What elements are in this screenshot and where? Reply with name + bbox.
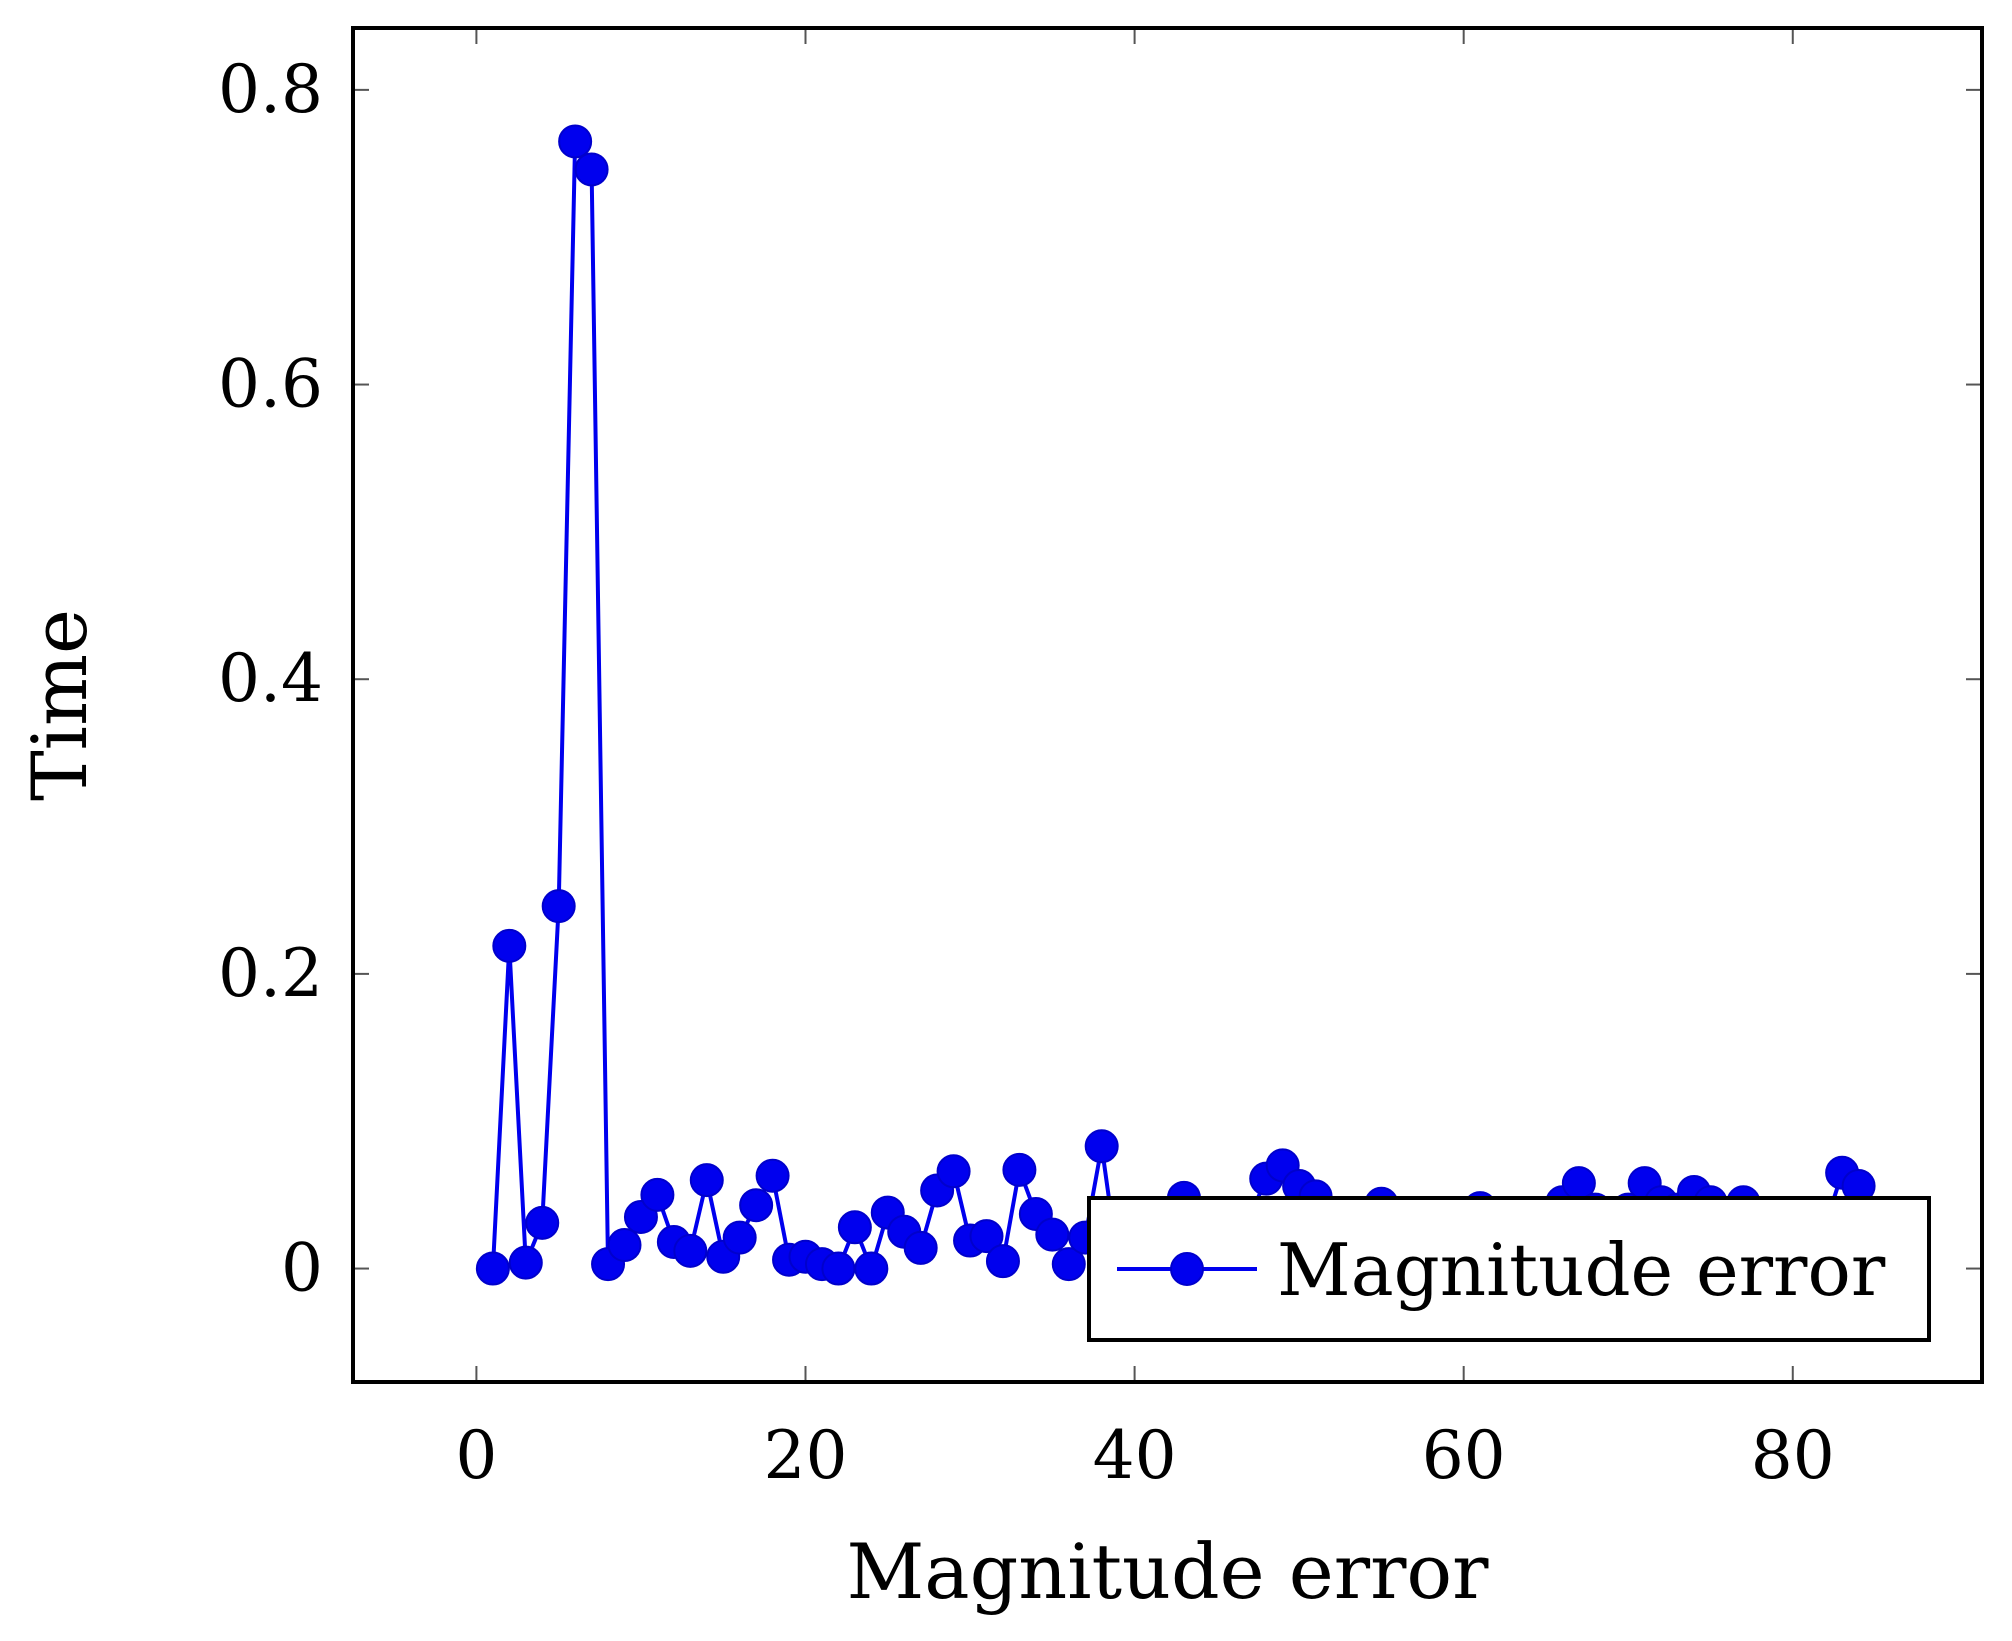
data-point (1084, 1129, 1119, 1164)
data-point (821, 1251, 856, 1286)
legend-marker-sample (1170, 1252, 1204, 1286)
data-point (837, 1210, 872, 1245)
data-point (475, 1251, 510, 1286)
data-point (525, 1205, 560, 1240)
data-point (492, 928, 527, 963)
data-point (722, 1220, 757, 1255)
data-point (854, 1251, 889, 1286)
data-point (1051, 1247, 1086, 1282)
x-tick-label: 80 (1751, 1417, 1835, 1494)
data-point (936, 1154, 971, 1189)
y-tick-label: 0 (281, 1230, 323, 1307)
x-tick-label: 20 (764, 1417, 848, 1494)
x-axis-title: Magnitude error (846, 1527, 1489, 1616)
y-axis-title: Time (15, 609, 104, 801)
data-point (1035, 1217, 1070, 1252)
data-point (558, 124, 593, 159)
data-point (903, 1230, 938, 1265)
data-point (969, 1219, 1004, 1254)
data-point (574, 152, 609, 187)
data-point (739, 1188, 774, 1223)
y-tick-label: 0.2 (218, 935, 323, 1012)
legend: Magnitude error (1087, 1196, 1931, 1342)
data-point (673, 1233, 708, 1268)
data-point (508, 1245, 543, 1280)
y-tick-label: 0.6 (218, 346, 323, 423)
x-tick-label: 40 (1093, 1417, 1177, 1494)
plot-frame (351, 26, 1984, 1384)
data-point (755, 1158, 790, 1193)
y-tick-label: 0.4 (218, 640, 323, 717)
legend-label: Magnitude error (1277, 1228, 1886, 1312)
data-point (640, 1177, 675, 1212)
data-point (1002, 1152, 1037, 1187)
x-tick-label: 0 (455, 1417, 497, 1494)
data-point (689, 1163, 724, 1198)
x-tick-label: 60 (1422, 1417, 1506, 1494)
y-tick-label: 0.8 (218, 51, 323, 128)
data-point (985, 1244, 1020, 1279)
data-point (541, 889, 576, 924)
axis-ticks (353, 28, 1982, 1382)
tick-labels: 0 20 40 60 80 0 0.2 0.4 0.6 0.8 (218, 51, 1835, 1494)
data-point (607, 1227, 642, 1262)
